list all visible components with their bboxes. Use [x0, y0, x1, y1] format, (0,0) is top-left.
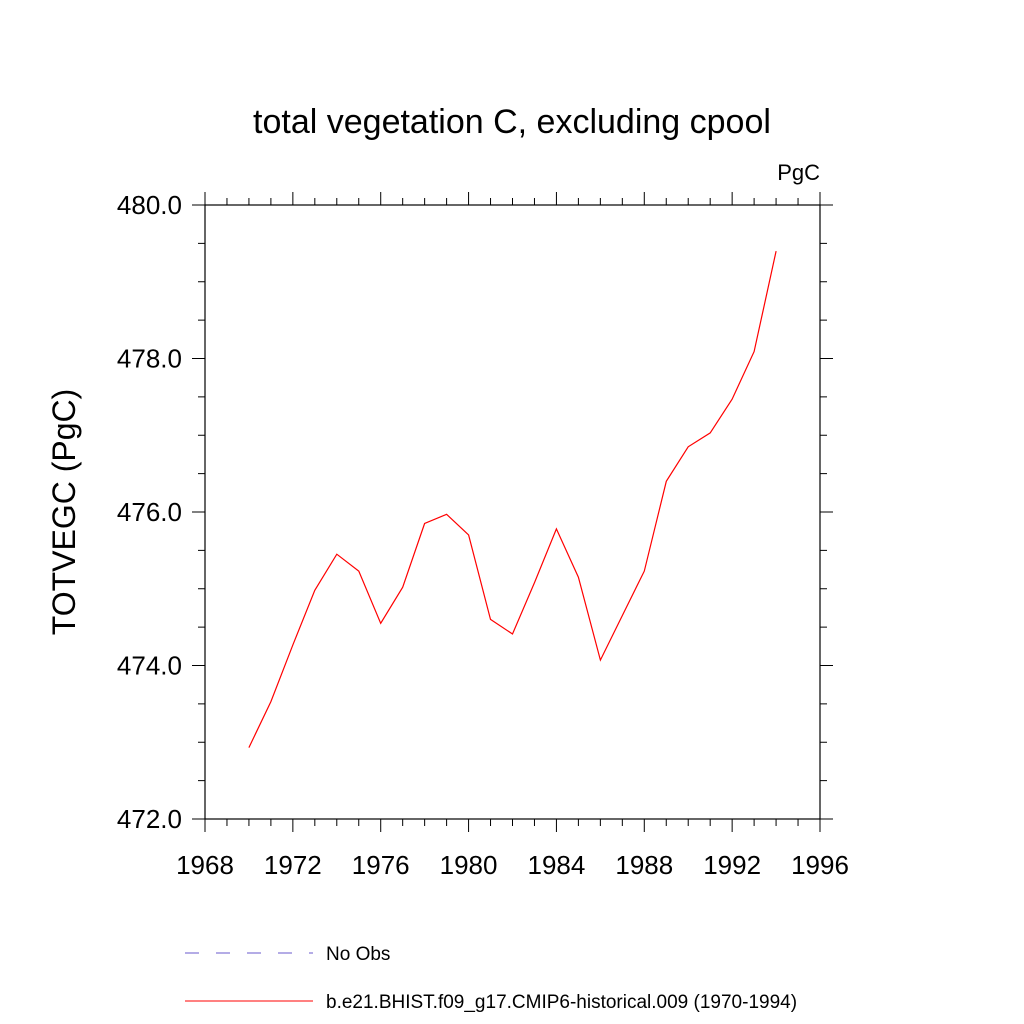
series-line: [248, 250, 777, 748]
series-layer: [248, 250, 777, 748]
plot-frame: [204, 204, 821, 820]
axis-ticks: 1968 1972 1976 1980 1984 1988 1992 1996 472.0 474…: [117, 190, 849, 880]
y-tick-label: 476.0: [117, 497, 182, 527]
y-axis-label: TOTVEGC (PgC): [46, 389, 82, 636]
y-tick-label: 472.0: [117, 804, 182, 834]
x-tick-label: 1976: [352, 850, 410, 880]
x-tick-label: 1992: [703, 850, 761, 880]
legend: No Obs b.e21.BHIST.f09_g17.CMIP6-historic…: [185, 944, 797, 1013]
x-tick-label: 1980: [440, 850, 498, 880]
x-tick-label: 1988: [615, 850, 673, 880]
chart-title: total vegetation C, excluding cpool: [253, 103, 771, 141]
x-tick-label: 1972: [264, 850, 322, 880]
x-tick-label: 1968: [176, 850, 234, 880]
legend-label: No Obs: [326, 944, 390, 965]
y-tick-label: 480.0: [117, 190, 182, 220]
x-tick-label: 1996: [791, 850, 849, 880]
x-tick-label: 1984: [528, 850, 586, 880]
y-tick-label: 478.0: [117, 344, 182, 374]
units-label: PgC: [777, 160, 820, 185]
y-tick-label: 474.0: [117, 651, 182, 681]
legend-label: b.e21.BHIST.f09_g17.CMIP6-historical.009…: [326, 992, 797, 1013]
